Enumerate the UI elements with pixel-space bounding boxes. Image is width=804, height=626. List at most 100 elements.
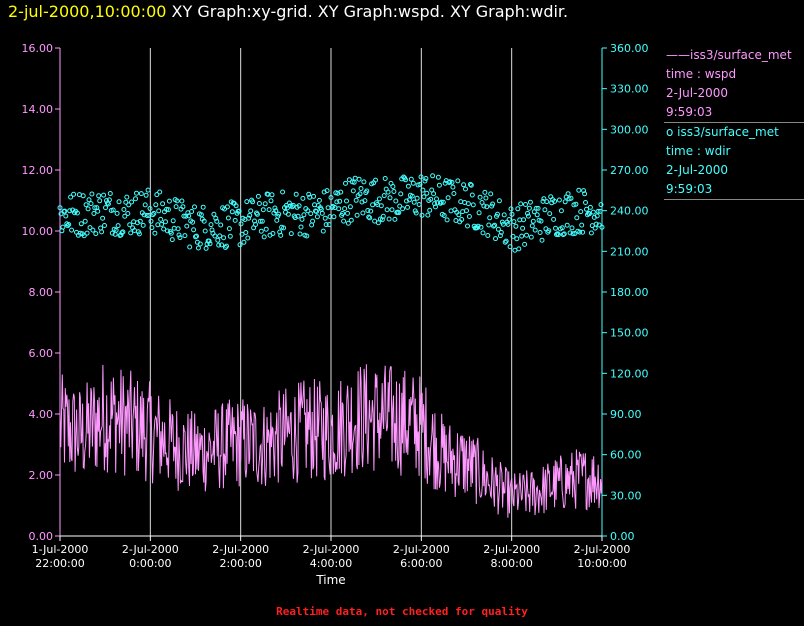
series-wdir-point [67,208,73,214]
series-wdir-point [324,188,330,194]
series-wdir-point [405,183,411,189]
series-wdir-point [438,199,444,205]
series-wdir-point [425,212,431,218]
series-wdir-point [463,186,468,192]
series-wdir-point [353,197,359,203]
x-tick-label: 22:00:00 [35,557,84,570]
series-wdir-point [290,202,296,208]
y-left-tick-label: 8.00 [29,286,54,299]
series-wdir-point [373,177,378,183]
series-wdir-point [310,218,316,224]
series-wdir-point [296,203,302,209]
series-wdir-point [129,199,135,205]
series-wdir-point [421,194,427,200]
series-wdir-point [524,232,529,238]
series-wdir-point [433,204,438,210]
series-wdir-point [495,211,500,217]
x-tick-label: 2:00:00 [219,557,261,570]
series-wdir-point [85,206,91,212]
series-wdir-point [417,181,423,187]
series-wdir-point [110,207,116,213]
series-wdir-point [574,215,580,221]
series-wdir-point [444,217,450,223]
series-wdir-point [214,218,220,224]
series-wdir-point [314,209,319,214]
series-wdir-point [166,198,172,204]
series-wdir-point [434,196,439,202]
title-graph-list: XY Graph:xy-grid. XY Graph:wspd. XY Grap… [171,2,569,21]
series-wdir-point [429,187,435,193]
series-wdir-point [276,211,282,217]
series-wdir-point [281,225,287,231]
series-wdir-point [500,221,506,227]
x-tick-label: 10:00:00 [577,557,626,570]
series-wdir-point [87,225,93,231]
series-wdir-point [413,210,419,216]
series-wdir-point [83,202,89,208]
series-wdir-point [556,197,562,203]
series-wdir-point [510,233,516,239]
series-wdir-point [501,212,507,218]
series-wdir-point [492,222,498,228]
series-wdir-point [559,225,565,231]
series-wdir-point [360,210,366,216]
series-wdir-point [490,201,496,207]
series-wdir-point [553,225,558,231]
series-wdir-point [376,196,382,202]
series-wdir-point [164,206,169,212]
x-tick-label: 2-Jul-2000 [122,543,179,556]
y-right-tick-label: 330.00 [610,83,649,96]
x-tick-label: 1-Jul-2000 [32,543,89,556]
series-wdir-point [410,180,416,186]
series-wdir-point [397,203,403,209]
series-wdir-point [569,225,575,231]
series-wdir-point [295,213,301,219]
legend-entry-wspd: ——iss3/surface_met time : wspd 2-Jul-200… [664,46,804,123]
series-wdir-point [467,181,473,187]
series-wdir-point [101,192,107,198]
series-wdir-point [568,195,574,201]
series-wdir-point [422,178,428,184]
series-wdir-point [266,207,272,213]
series-wdir-point [69,227,75,233]
series-wdir-point [256,201,262,206]
series-wdir-point [86,197,92,203]
x-tick-label: 6:00:00 [400,557,442,570]
series-wdir-point [268,198,274,204]
series-wdir-point [573,201,579,207]
series-wdir-point [163,219,168,225]
series-wdir-point [177,235,183,241]
series-wdir-point [551,216,557,222]
series-wdir-point [343,180,348,186]
series-wdir-point [435,174,441,180]
series-wdir-point [218,222,224,228]
series-wdir-point [78,221,84,227]
series-wdir-point [260,207,266,213]
series-wdir-point [157,189,163,195]
series-wdir-point [127,222,133,228]
series-wdir-point [253,222,258,227]
series-wdir-point [99,229,105,235]
series-wdir-point [103,205,108,211]
series-wdir-point [123,199,129,205]
series-wdir-point [213,215,219,221]
series-wdir-point [159,221,165,227]
series-wdir-point [314,214,320,220]
series-wdir-point [552,198,558,204]
series-wdir-point [285,211,291,217]
legend: ——iss3/surface_met time : wspd 2-Jul-200… [664,46,804,200]
series-wdir-point [160,201,166,207]
series-wdir-point [141,212,147,218]
series-wdir-point [367,215,373,221]
series-wdir-point [258,228,264,234]
series-wdir-point [514,236,520,242]
series-wdir-point [465,223,470,229]
legend-series-field: time : wdir [666,144,731,158]
y-right-tick-label: 240.00 [610,205,649,218]
series-wdir-point [381,193,387,199]
series-wdir-point [534,212,540,218]
series-wdir-point [458,199,464,205]
series-wdir-point [384,207,390,213]
series-wdir-point [134,190,139,196]
series-wdir-point [194,233,199,239]
